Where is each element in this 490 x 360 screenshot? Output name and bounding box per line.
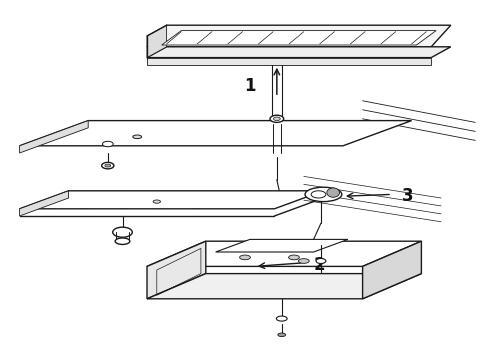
Ellipse shape bbox=[298, 258, 309, 264]
Polygon shape bbox=[147, 25, 167, 58]
Ellipse shape bbox=[316, 258, 326, 264]
Ellipse shape bbox=[113, 227, 132, 237]
Ellipse shape bbox=[289, 255, 299, 260]
Polygon shape bbox=[20, 191, 69, 216]
Polygon shape bbox=[162, 31, 436, 45]
Text: 3: 3 bbox=[402, 187, 414, 205]
Polygon shape bbox=[363, 241, 421, 299]
Ellipse shape bbox=[311, 191, 326, 198]
Polygon shape bbox=[20, 121, 412, 146]
Ellipse shape bbox=[305, 187, 342, 202]
Ellipse shape bbox=[102, 162, 114, 169]
Polygon shape bbox=[147, 241, 421, 266]
Ellipse shape bbox=[273, 117, 280, 121]
Ellipse shape bbox=[278, 333, 286, 337]
Ellipse shape bbox=[240, 255, 250, 260]
Polygon shape bbox=[20, 191, 323, 209]
Ellipse shape bbox=[105, 164, 111, 167]
Ellipse shape bbox=[133, 135, 142, 139]
Polygon shape bbox=[147, 241, 206, 299]
Ellipse shape bbox=[153, 200, 161, 203]
Text: 2: 2 bbox=[314, 256, 325, 274]
Ellipse shape bbox=[102, 141, 113, 147]
Text: 1: 1 bbox=[244, 77, 256, 95]
Polygon shape bbox=[147, 58, 431, 65]
Ellipse shape bbox=[270, 115, 284, 122]
Polygon shape bbox=[147, 274, 421, 299]
Circle shape bbox=[327, 188, 340, 197]
Polygon shape bbox=[147, 47, 451, 58]
Ellipse shape bbox=[276, 316, 287, 321]
Polygon shape bbox=[147, 25, 451, 47]
Polygon shape bbox=[20, 121, 88, 153]
Polygon shape bbox=[216, 239, 348, 252]
Ellipse shape bbox=[115, 238, 130, 244]
